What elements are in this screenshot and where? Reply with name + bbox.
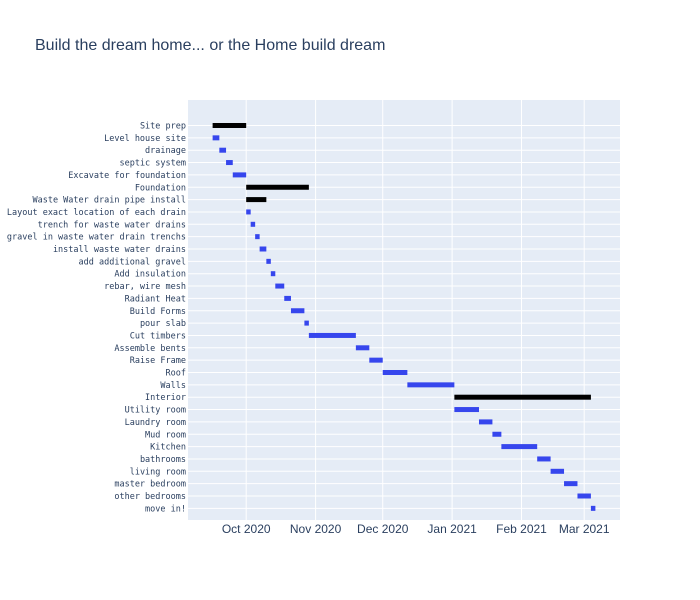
task-label: install waste water drains (53, 245, 186, 255)
task-label: rebar, wire mesh (104, 282, 186, 292)
task-label: Cut timbers (130, 331, 186, 341)
task-label: Site prep (140, 122, 186, 132)
x-tick-label: Dec 2020 (357, 522, 409, 536)
task-bar (226, 160, 233, 166)
task-bar (564, 481, 578, 487)
task-bar (550, 468, 565, 474)
task-bar (537, 456, 551, 462)
task-bar (590, 505, 596, 511)
task-bar (577, 493, 591, 499)
task-label: Kitchen (150, 443, 186, 453)
summary-task-bar (454, 394, 591, 400)
task-bar (304, 320, 309, 326)
task-bar (212, 135, 220, 141)
task-label: Add insulation (114, 270, 186, 280)
task-bar (492, 431, 502, 437)
task-label: master bedroom (114, 480, 186, 490)
task-label: Assemble bents (114, 344, 186, 354)
y-axis-labels: Site prep Level house site drainage septic … (7, 122, 186, 515)
x-tick-label: Jan 2021 (427, 522, 477, 536)
task-bar (382, 370, 408, 375)
task-label: other bedrooms (114, 492, 186, 502)
task-label: add additional gravel (79, 257, 186, 267)
task-label: Radiant Heat (125, 294, 186, 304)
task-bar (250, 221, 256, 227)
task-label: pour slab (140, 319, 186, 329)
task-bars (212, 123, 596, 511)
task-label: Mud room (145, 430, 186, 440)
task-label: gravel in waste water drain trenchs (7, 233, 186, 243)
task-bar (369, 357, 383, 363)
task-label: move in! (145, 504, 186, 514)
task-label: septic system (119, 159, 186, 169)
task-label: living room (130, 467, 186, 477)
task-bar (407, 382, 455, 388)
task-bar (454, 407, 479, 413)
task-label: Waste Water drain pipe install (32, 196, 186, 206)
task-label: Raise Frame (130, 356, 186, 366)
task-bar (259, 246, 267, 252)
summary-task-bar (212, 123, 247, 128)
x-tick-label: Nov 2020 (290, 522, 342, 536)
task-label: bathrooms (140, 455, 186, 465)
task-bar (284, 295, 291, 301)
summary-task-bar (246, 197, 267, 203)
task-bar (232, 172, 247, 178)
task-label: Foundation (135, 183, 186, 193)
chart-title: Build the dream home... or the Home buil… (35, 37, 385, 54)
task-bar (266, 258, 271, 264)
task-bar (219, 147, 227, 153)
task-label: Walls (160, 381, 186, 391)
task-bar (290, 308, 305, 314)
task-bar (275, 283, 285, 289)
task-label: drainage (145, 146, 186, 156)
task-label: Laundry room (125, 418, 186, 428)
x-tick-label: Feb 2021 (496, 522, 547, 536)
task-bar (308, 332, 356, 338)
x-tick-label: Oct 2020 (222, 522, 271, 536)
task-label: Interior (145, 393, 186, 403)
task-bar (501, 444, 538, 450)
x-axis-labels: Oct 2020 Nov 2020 Dec 2020 Jan 2021 Feb 2021… (222, 522, 610, 536)
summary-task-bar (246, 184, 309, 190)
plot-area (188, 100, 620, 520)
task-label: Roof (166, 369, 186, 379)
x-tick-label: Mar 2021 (559, 522, 610, 536)
task-bar (478, 419, 493, 425)
task-label: Build Forms (130, 307, 186, 317)
task-bar (255, 234, 260, 240)
task-label: Level house site (104, 134, 186, 144)
task-label: trench for waste water drains (38, 220, 186, 230)
task-label: Layout exact location of each drain (7, 208, 186, 218)
task-bar (270, 271, 276, 277)
task-label: Utility room (125, 406, 186, 416)
task-label: Excavate for foundation (68, 171, 186, 181)
task-bar (246, 209, 251, 215)
task-bar (355, 345, 370, 351)
